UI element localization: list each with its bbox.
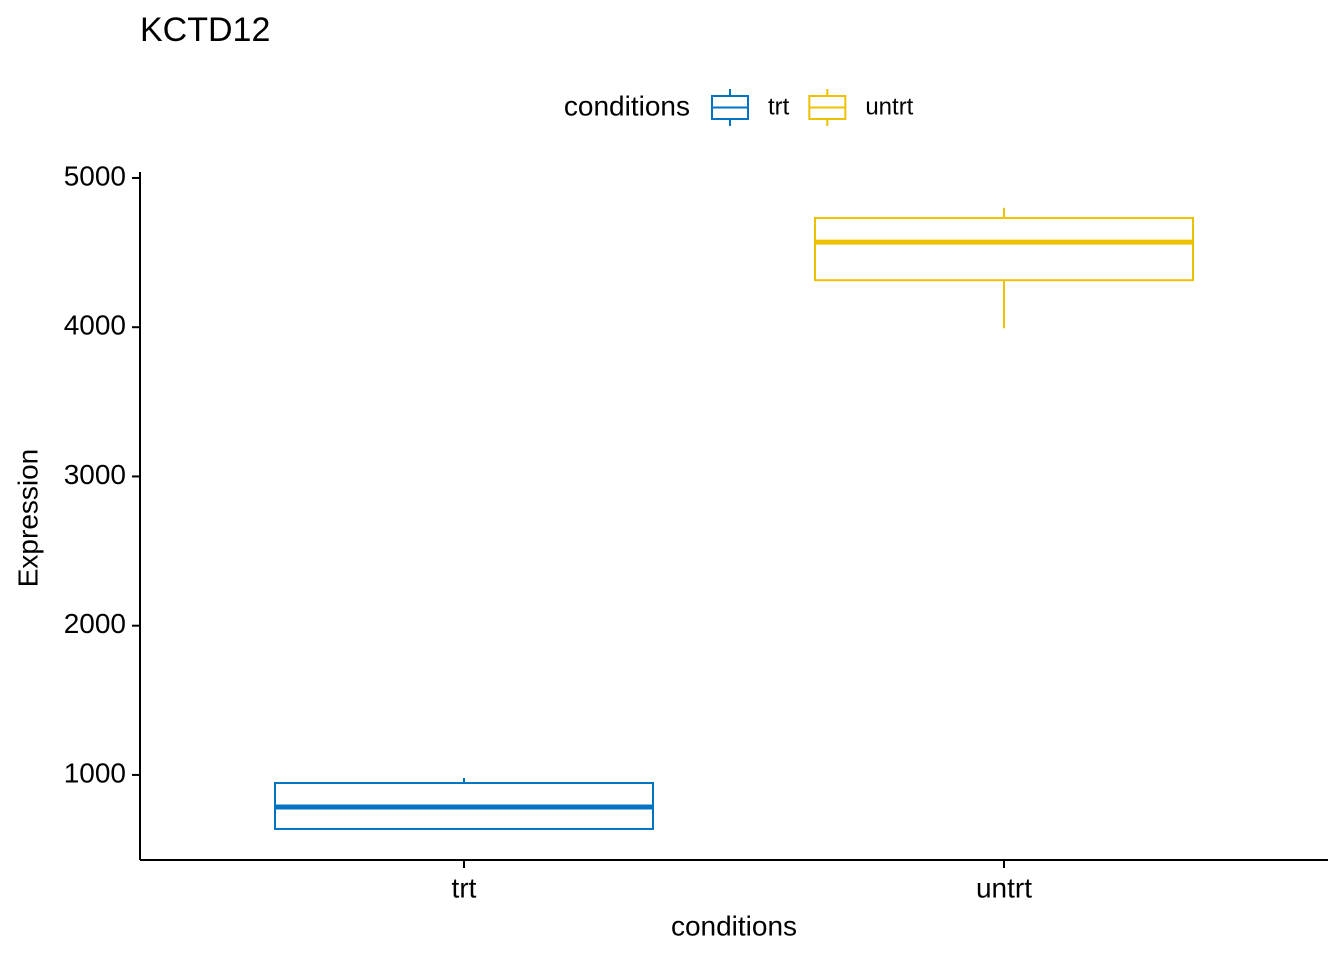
legend-label: trt bbox=[768, 93, 790, 120]
y-tick-label: 3000 bbox=[64, 459, 126, 490]
legend-title: conditions bbox=[564, 90, 690, 121]
x-tick-label: trt bbox=[452, 872, 477, 903]
y-tick-label: 1000 bbox=[64, 757, 126, 788]
y-tick-label: 4000 bbox=[64, 310, 126, 341]
x-axis-label: conditions bbox=[671, 910, 797, 941]
y-tick-label: 5000 bbox=[64, 160, 126, 191]
chart-title: KCTD12 bbox=[140, 11, 270, 49]
x-tick-label: untrt bbox=[976, 872, 1032, 903]
y-tick-label: 2000 bbox=[64, 608, 126, 639]
box bbox=[814, 216, 1194, 282]
y-axis-label: Expression bbox=[12, 449, 43, 588]
legend-label: untrt bbox=[865, 93, 913, 120]
